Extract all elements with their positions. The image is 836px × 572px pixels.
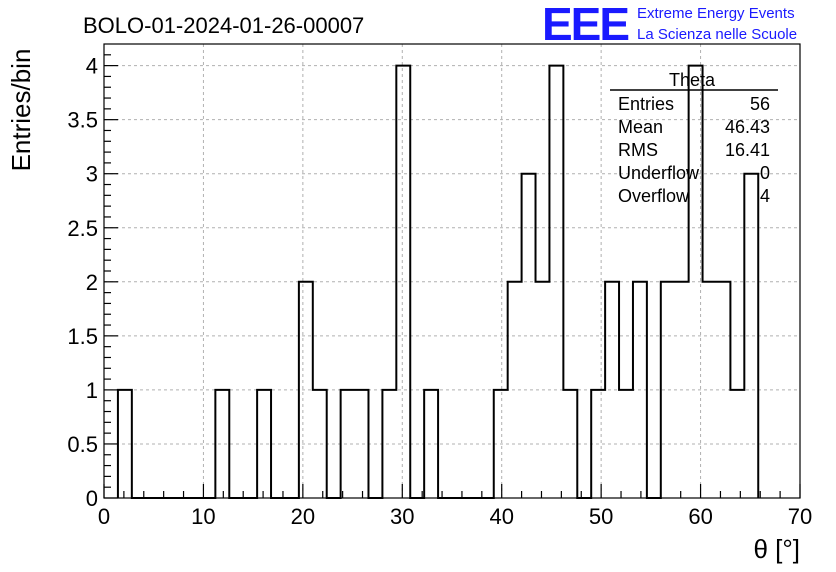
histogram-bin	[563, 390, 577, 498]
y-tick-label: 1.5	[67, 324, 98, 349]
histogram-bin	[215, 390, 229, 498]
histogram-bin	[118, 390, 132, 498]
stats-rms-value: 16.41	[725, 140, 770, 160]
x-tick-label: 20	[291, 504, 315, 529]
x-tick-label: 70	[788, 504, 812, 529]
logo-line-2: La Scienza nelle Scuole	[637, 26, 797, 43]
y-tick-label: 3	[86, 162, 98, 187]
histogram-bin	[675, 282, 689, 498]
chart-title: BOLO-01-2024-01-26-00007	[83, 13, 364, 38]
histogram-bin	[605, 282, 619, 498]
x-tick-label: 30	[390, 504, 414, 529]
logo-line-1: Extreme Energy Events	[637, 5, 795, 22]
logo-mark: EEE	[542, 0, 628, 50]
stats-box: Theta Entries 56 Mean 46.43 RMS 16.41 Un…	[610, 70, 778, 206]
stats-box-title: Theta	[669, 70, 716, 90]
x-axis-ticks: 0 10 20 30 40 50 60 70	[98, 484, 812, 529]
histogram-bin	[744, 174, 758, 498]
histogram-bin	[619, 390, 633, 498]
histogram-bin	[396, 66, 410, 498]
stats-entries-value: 56	[750, 94, 770, 114]
histogram-bin	[508, 282, 522, 498]
histogram-bin	[382, 390, 396, 498]
y-axis-ticks: 0 0.5 1 1.5 2 2.5 3 3.5 4	[67, 54, 118, 511]
histogram-bin	[703, 282, 717, 498]
y-tick-label: 3.5	[67, 108, 98, 133]
stats-underflow-label: Underflow	[618, 163, 700, 183]
histogram-bin	[494, 390, 508, 498]
histogram-bin	[313, 390, 327, 498]
histogram-bin	[661, 282, 675, 498]
stats-underflow-value: 0	[760, 163, 770, 183]
histogram-bin	[730, 390, 744, 498]
stats-entries-label: Entries	[618, 94, 674, 114]
y-tick-label: 1	[86, 378, 98, 403]
y-tick-label: 0	[86, 486, 98, 511]
y-tick-label: 2	[86, 270, 98, 295]
x-tick-label: 60	[688, 504, 712, 529]
y-tick-label: 2.5	[67, 216, 98, 241]
eee-logo: EEE Extreme Energy Events La Scienza nel…	[542, 0, 797, 50]
y-tick-label: 4	[86, 54, 98, 79]
grid-lines	[104, 44, 800, 498]
histogram-bin	[536, 282, 550, 498]
histogram-bin	[424, 390, 438, 498]
stats-rms-label: RMS	[618, 140, 658, 160]
histogram-bin	[716, 282, 730, 498]
histogram-bin	[689, 66, 703, 498]
histogram-bin	[355, 390, 369, 498]
y-axis-label: Entries/bin	[6, 49, 36, 172]
histogram-bin	[633, 282, 647, 498]
y-tick-label: 0.5	[67, 432, 98, 457]
x-tick-label: 50	[589, 504, 613, 529]
stats-mean-value: 46.43	[725, 117, 770, 137]
x-tick-label: 40	[489, 504, 513, 529]
histogram-bin	[549, 66, 563, 498]
stats-overflow-value: 4	[760, 186, 770, 206]
stats-mean-label: Mean	[618, 117, 663, 137]
x-axis-label: θ [°]	[753, 534, 800, 564]
histogram-bin	[522, 174, 536, 498]
histogram-bin	[341, 390, 355, 498]
x-tick-label: 10	[191, 504, 215, 529]
histogram-bin	[591, 390, 605, 498]
histogram-bin	[299, 282, 313, 498]
histogram-bin	[257, 390, 271, 498]
stats-overflow-label: Overflow	[618, 186, 690, 206]
x-tick-label: 0	[98, 504, 110, 529]
